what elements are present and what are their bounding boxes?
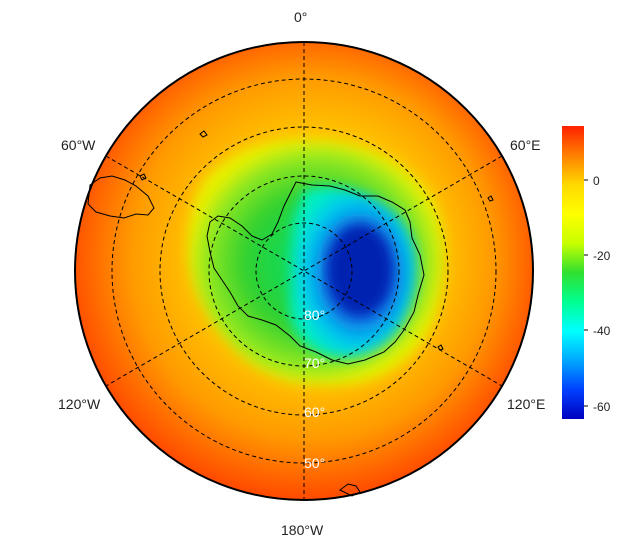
lon-label-upper-right: 60°E [510,137,541,153]
island-3 [487,195,494,202]
lon-label-top: 0° [294,9,308,25]
lon-label-lower-right: 120°E [507,396,546,412]
colorbar-ticks [584,179,588,407]
colorbar-label-40: -40 [593,324,611,338]
meridian-60w-120e [105,155,503,387]
colorbar-bar [562,126,584,419]
lat-label-70: 70° [304,355,325,371]
island-1 [199,130,208,138]
meridian-60e-120w [105,155,503,387]
lon-label-bottom: 180°W [281,522,324,538]
lat-circle-80 [255,222,353,320]
colorbar-label-20: -20 [593,249,611,263]
south-america-coast [87,175,155,219]
map-border [74,41,534,501]
island-2 [139,173,147,181]
lat-label-80: 80° [304,307,325,323]
colorbar-label-60: -60 [593,400,611,414]
data-field [75,42,533,500]
graticule [105,42,503,500]
antarctica-coast [206,181,425,365]
island-4 [437,344,444,351]
lat-label-50: 50° [304,455,325,471]
lat-label-60: 60° [304,404,325,420]
colorbar-label-0: 0 [593,174,600,188]
coastlines [87,130,494,497]
lon-label-lower-left: 120°W [58,396,101,412]
colorbar: 0 -20 -40 -60 [562,126,611,419]
lon-label-upper-left: 60°W [61,137,96,153]
